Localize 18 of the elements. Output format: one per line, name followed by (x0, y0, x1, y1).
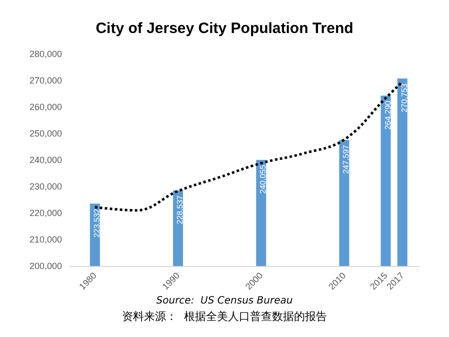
y-tick-label: 250,000 (29, 128, 62, 138)
data-label: 240,055 (258, 164, 268, 194)
text: 资料来源： 根据全美人口普查数据的报告 (122, 310, 328, 323)
y-tick-label: 210,000 (29, 234, 62, 244)
y-tick-label: 230,000 (29, 182, 62, 192)
chart-title: City of Jersey City Population Trend (96, 20, 354, 37)
y-tick-label: 260,000 (29, 102, 62, 112)
y-tick-label: 220,000 (29, 208, 62, 218)
y-tick-label: 280,000 (29, 49, 62, 59)
source-note: Source: US Census Bureau (156, 296, 293, 306)
data-label: 247,597 (342, 144, 351, 174)
data-label: 228,537 (176, 194, 185, 224)
y-tick-label: 270,000 (29, 76, 62, 86)
data-label: 270,753 (400, 82, 409, 112)
data-label: 223,532 (92, 208, 102, 238)
y-tick-label: 200,000 (29, 261, 62, 271)
y-tick-label: 240,000 (29, 155, 62, 165)
data-label: 264,290 (383, 100, 392, 130)
